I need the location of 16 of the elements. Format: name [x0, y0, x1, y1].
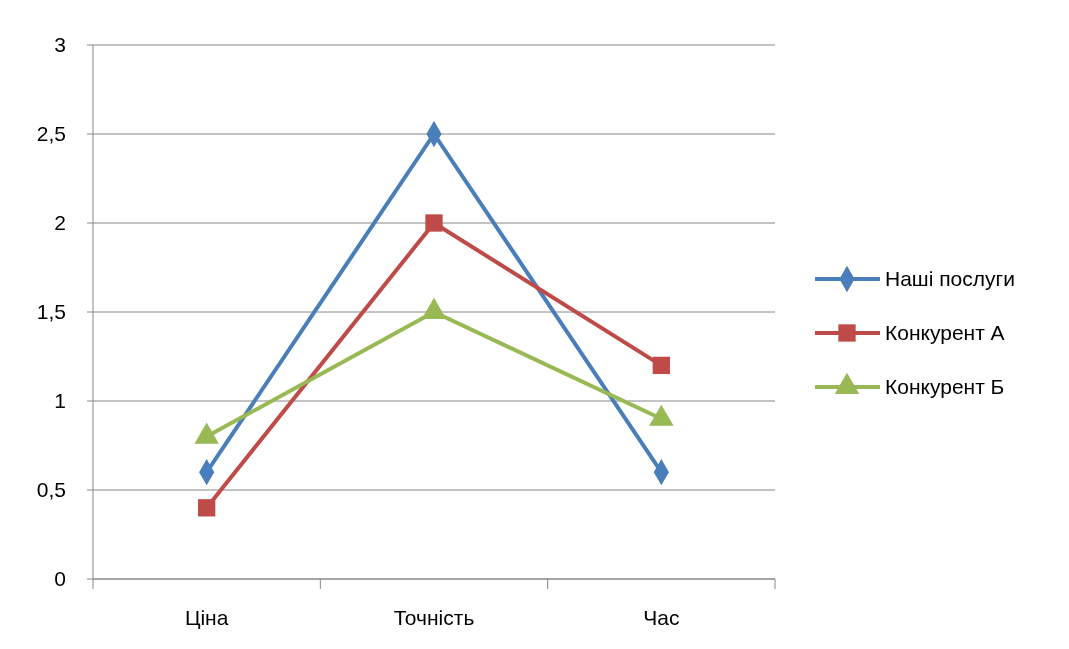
- legend-label: Наші послуги: [885, 267, 1015, 291]
- y-tick-label: 2: [54, 211, 66, 235]
- y-tick-label: 1: [54, 389, 66, 413]
- point: [652, 356, 670, 375]
- x-tick-label: Ціна: [184, 606, 229, 630]
- legend-label: Конкурент А: [885, 321, 1005, 345]
- y-tick-label: 1,5: [36, 300, 66, 324]
- point: [198, 499, 216, 517]
- y-tick-label: 0,5: [36, 478, 66, 502]
- y-tick-label: 3: [54, 33, 66, 57]
- legend-label: Конкурент Б: [885, 375, 1005, 399]
- y-tick-label: 2,5: [36, 122, 66, 146]
- point: [425, 214, 443, 232]
- x-tick-label: Точність: [393, 606, 475, 630]
- y-tick-label: 0: [54, 567, 66, 591]
- x-tick-label: Час: [643, 606, 680, 630]
